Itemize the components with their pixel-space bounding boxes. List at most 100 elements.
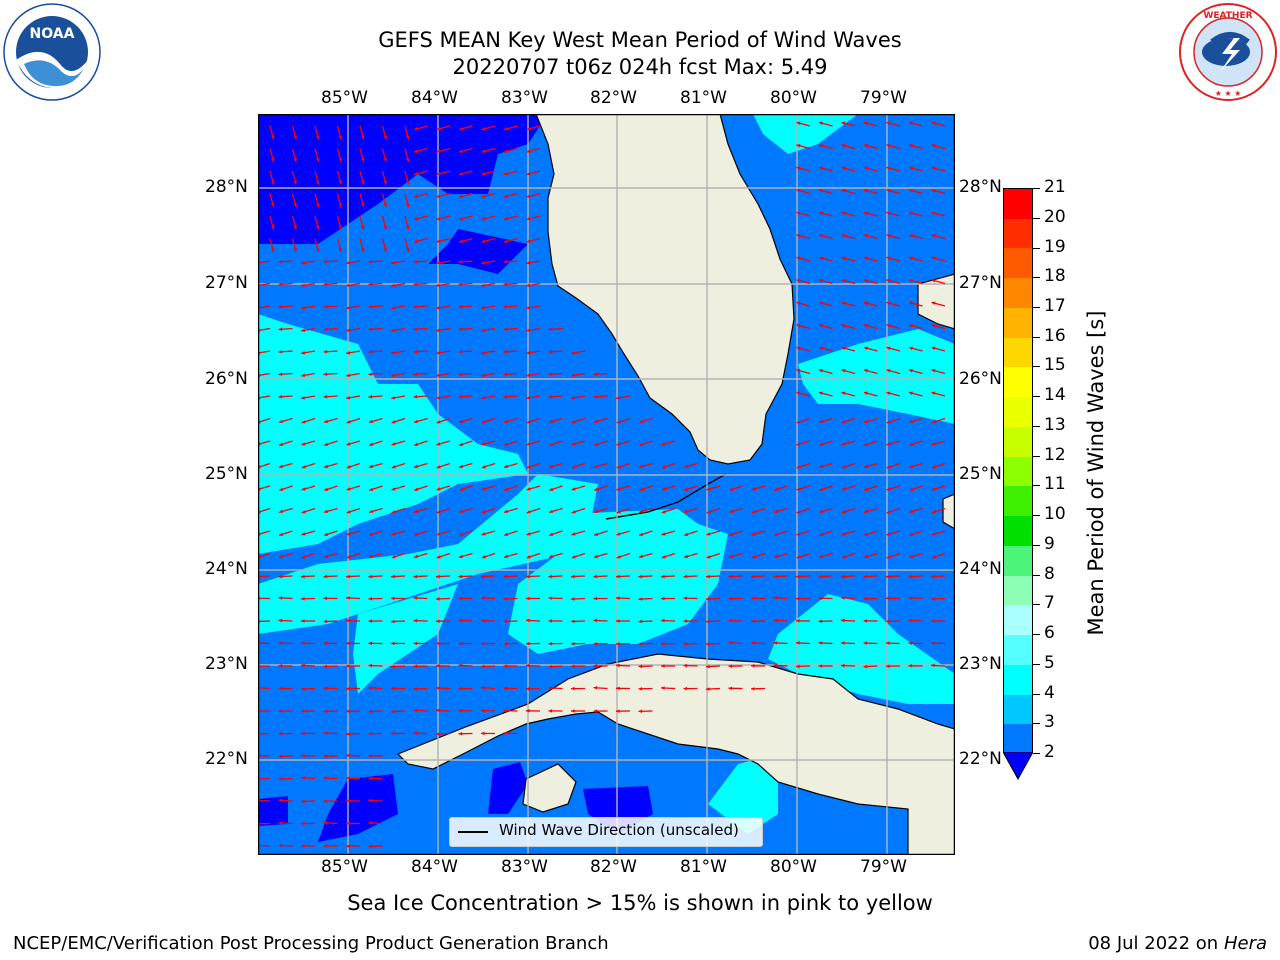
wave-arrow-head bbox=[279, 419, 283, 424]
wave-arrow-head bbox=[413, 618, 418, 623]
wave-arrow-head bbox=[886, 420, 891, 424]
colorbar-segment bbox=[1004, 724, 1032, 755]
wave-arrow-head bbox=[886, 121, 891, 126]
wave-arrow-head bbox=[324, 419, 328, 424]
wave-arrow-head bbox=[436, 664, 440, 668]
lat-right-25: 25°N bbox=[959, 464, 1002, 484]
wave-arrow-head bbox=[841, 663, 845, 668]
wave-arrow-head bbox=[278, 282, 283, 286]
wave-arrow-head bbox=[751, 641, 755, 645]
map-panel: Wind Wave Direction (unscaled) bbox=[255, 113, 956, 856]
wave-arrow-head bbox=[886, 664, 890, 668]
wave-arrow-head bbox=[706, 642, 710, 646]
wave-arrow-head bbox=[391, 487, 396, 491]
wave-arrow-head bbox=[346, 799, 350, 803]
wave-arrow-head bbox=[324, 442, 329, 446]
wave-arrow-head bbox=[593, 664, 598, 668]
wave-arrow-head bbox=[323, 709, 328, 714]
wave-arrow-head bbox=[315, 158, 320, 162]
wave-arrow-head bbox=[796, 442, 801, 446]
lon-top-83: 83°W bbox=[501, 88, 548, 108]
wave-arrow-head bbox=[796, 487, 801, 491]
wave-arrow-head bbox=[549, 532, 554, 536]
wave-arrow-head bbox=[414, 216, 418, 221]
wave-arrow-head bbox=[346, 465, 351, 469]
wave-arrow-head bbox=[639, 487, 644, 491]
wave-arrow-head bbox=[368, 372, 373, 376]
wave-arrow-head bbox=[436, 328, 440, 333]
wave-arrow-head bbox=[729, 532, 734, 536]
wave-arrow-head bbox=[931, 532, 936, 536]
wave-arrow-head bbox=[931, 301, 936, 306]
wave-arrow-head bbox=[841, 641, 845, 645]
wave-arrow-head bbox=[504, 239, 508, 243]
wave-arrow-head bbox=[751, 574, 755, 579]
wave-arrow-head bbox=[504, 194, 508, 198]
wave-arrow-head bbox=[368, 394, 373, 399]
wave-arrow-head bbox=[728, 664, 733, 668]
wave-arrow-head bbox=[526, 396, 530, 400]
wave-arrow-head bbox=[481, 351, 485, 355]
wave-arrow-head bbox=[841, 211, 846, 216]
lon-bottom-79: 79°W bbox=[860, 857, 907, 877]
wave-arrow-head bbox=[301, 731, 305, 736]
wave-arrow-head bbox=[841, 555, 846, 559]
lon-top-79: 79°W bbox=[860, 88, 907, 108]
wave-arrow-head bbox=[886, 211, 891, 216]
lon-bottom-84: 84°W bbox=[411, 857, 458, 877]
wave-arrow-head bbox=[293, 203, 297, 207]
colorbar-tick-mark bbox=[1033, 485, 1040, 487]
wave-arrow-head bbox=[323, 664, 328, 669]
wave-arrow-head bbox=[796, 555, 801, 559]
wave-arrow-head bbox=[414, 126, 418, 131]
wave-arrow-head bbox=[338, 180, 342, 185]
wave-arrow-head bbox=[751, 510, 756, 514]
wave-arrow-head bbox=[278, 618, 283, 623]
wave-arrow-head bbox=[346, 373, 350, 378]
wave-arrow-head bbox=[278, 821, 283, 825]
wave-arrow-head bbox=[270, 248, 275, 252]
wave-arrow-head bbox=[369, 487, 374, 491]
noaa-logo: NOAA bbox=[2, 2, 102, 102]
colorbar-segment bbox=[1004, 545, 1032, 577]
wave-arrow-head bbox=[526, 574, 530, 579]
wave-arrow-head bbox=[908, 618, 913, 623]
wave-arrow-head bbox=[481, 171, 486, 176]
wave-arrow-head bbox=[729, 509, 733, 514]
wave-arrow-head bbox=[751, 619, 755, 623]
wave-arrow-head bbox=[436, 465, 441, 469]
colorbar-segment bbox=[1004, 486, 1032, 517]
wave-arrow-head bbox=[661, 596, 665, 601]
wave-arrow-head bbox=[503, 708, 508, 713]
wave-arrow-head bbox=[526, 442, 531, 446]
wave-arrow-head bbox=[841, 279, 846, 283]
wave-arrow-head bbox=[616, 487, 621, 491]
wave-arrow-head bbox=[458, 259, 463, 264]
wave-arrow-head bbox=[526, 641, 530, 646]
wave-arrow-head bbox=[841, 144, 846, 148]
wave-arrow-head bbox=[346, 574, 350, 579]
wave-arrow-head bbox=[278, 709, 283, 713]
wave-arrow-head bbox=[548, 641, 553, 646]
wave-arrow-head bbox=[405, 135, 410, 140]
wave-arrow-head bbox=[864, 256, 868, 261]
wave-arrow-head bbox=[841, 442, 846, 446]
wave-arrow-head bbox=[616, 555, 621, 559]
wave-arrow-head bbox=[864, 189, 868, 193]
wave-arrow-head bbox=[886, 510, 891, 514]
wave-arrow-head bbox=[683, 642, 688, 646]
wave-arrow-head bbox=[481, 328, 485, 333]
wave-arrow-head bbox=[526, 596, 530, 601]
wave-arrow-head bbox=[413, 641, 418, 646]
wave-arrow-head bbox=[301, 396, 305, 400]
wave-arrow-head bbox=[279, 509, 283, 514]
lat-right-22: 22°N bbox=[959, 749, 1002, 769]
wave-arrow-head bbox=[436, 574, 440, 579]
wave-arrow-head bbox=[279, 442, 284, 446]
wave-arrow-head bbox=[526, 465, 531, 469]
wave-arrow-head bbox=[818, 641, 823, 645]
wave-arrow-head bbox=[796, 369, 801, 373]
wave-arrow-head bbox=[338, 203, 342, 207]
wave-arrow-head bbox=[819, 256, 823, 261]
wave-arrow-head bbox=[796, 324, 801, 328]
